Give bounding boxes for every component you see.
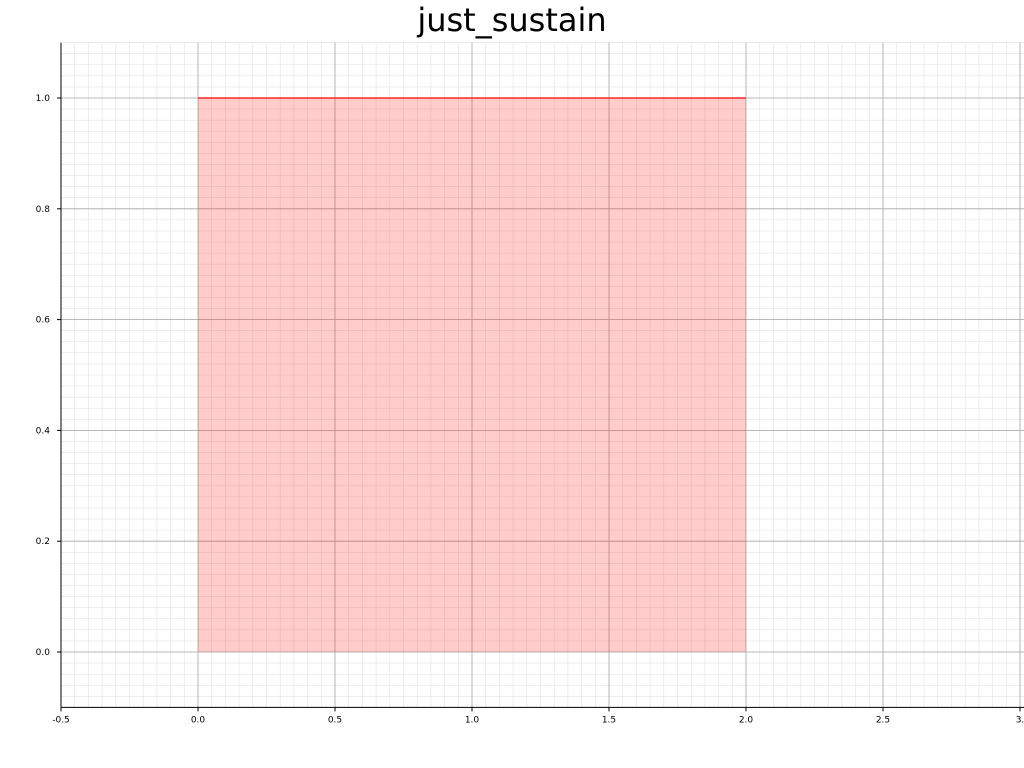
series-layer	[198, 97, 746, 652]
x-tick-label: 2.5	[876, 715, 890, 725]
y-tick-label: 0.0	[36, 648, 51, 658]
chart-title: just_sustain	[416, 1, 606, 39]
x-tick-label: 1.5	[602, 715, 616, 725]
y-tick-labels: 0.0 0.2 0.4 0.6 0.8 1.0	[36, 94, 51, 658]
x-tick-label: 3.	[1016, 715, 1024, 725]
y-tick-label: 0.4	[36, 426, 51, 436]
x-tick-labels: -0.5 0.0 0.5 1.0 1.5 2.0 2.5 3.	[52, 715, 1024, 725]
x-tick-label: -0.5	[52, 715, 70, 725]
y-tick-label: 0.2	[36, 537, 50, 547]
minor-grid	[60, 42, 1024, 708]
series-fill-area	[198, 98, 746, 652]
y-tick-label: 1.0	[36, 94, 51, 104]
axes-layer	[57, 42, 1024, 712]
x-tick-label: 0.5	[328, 715, 342, 725]
y-tick-label: 0.6	[36, 316, 51, 326]
x-tick-label: 2.0	[739, 715, 754, 725]
y-tick-label: 0.8	[36, 205, 51, 215]
x-tick-label: 0.0	[191, 715, 206, 725]
x-tick-label: 1.0	[465, 715, 480, 725]
